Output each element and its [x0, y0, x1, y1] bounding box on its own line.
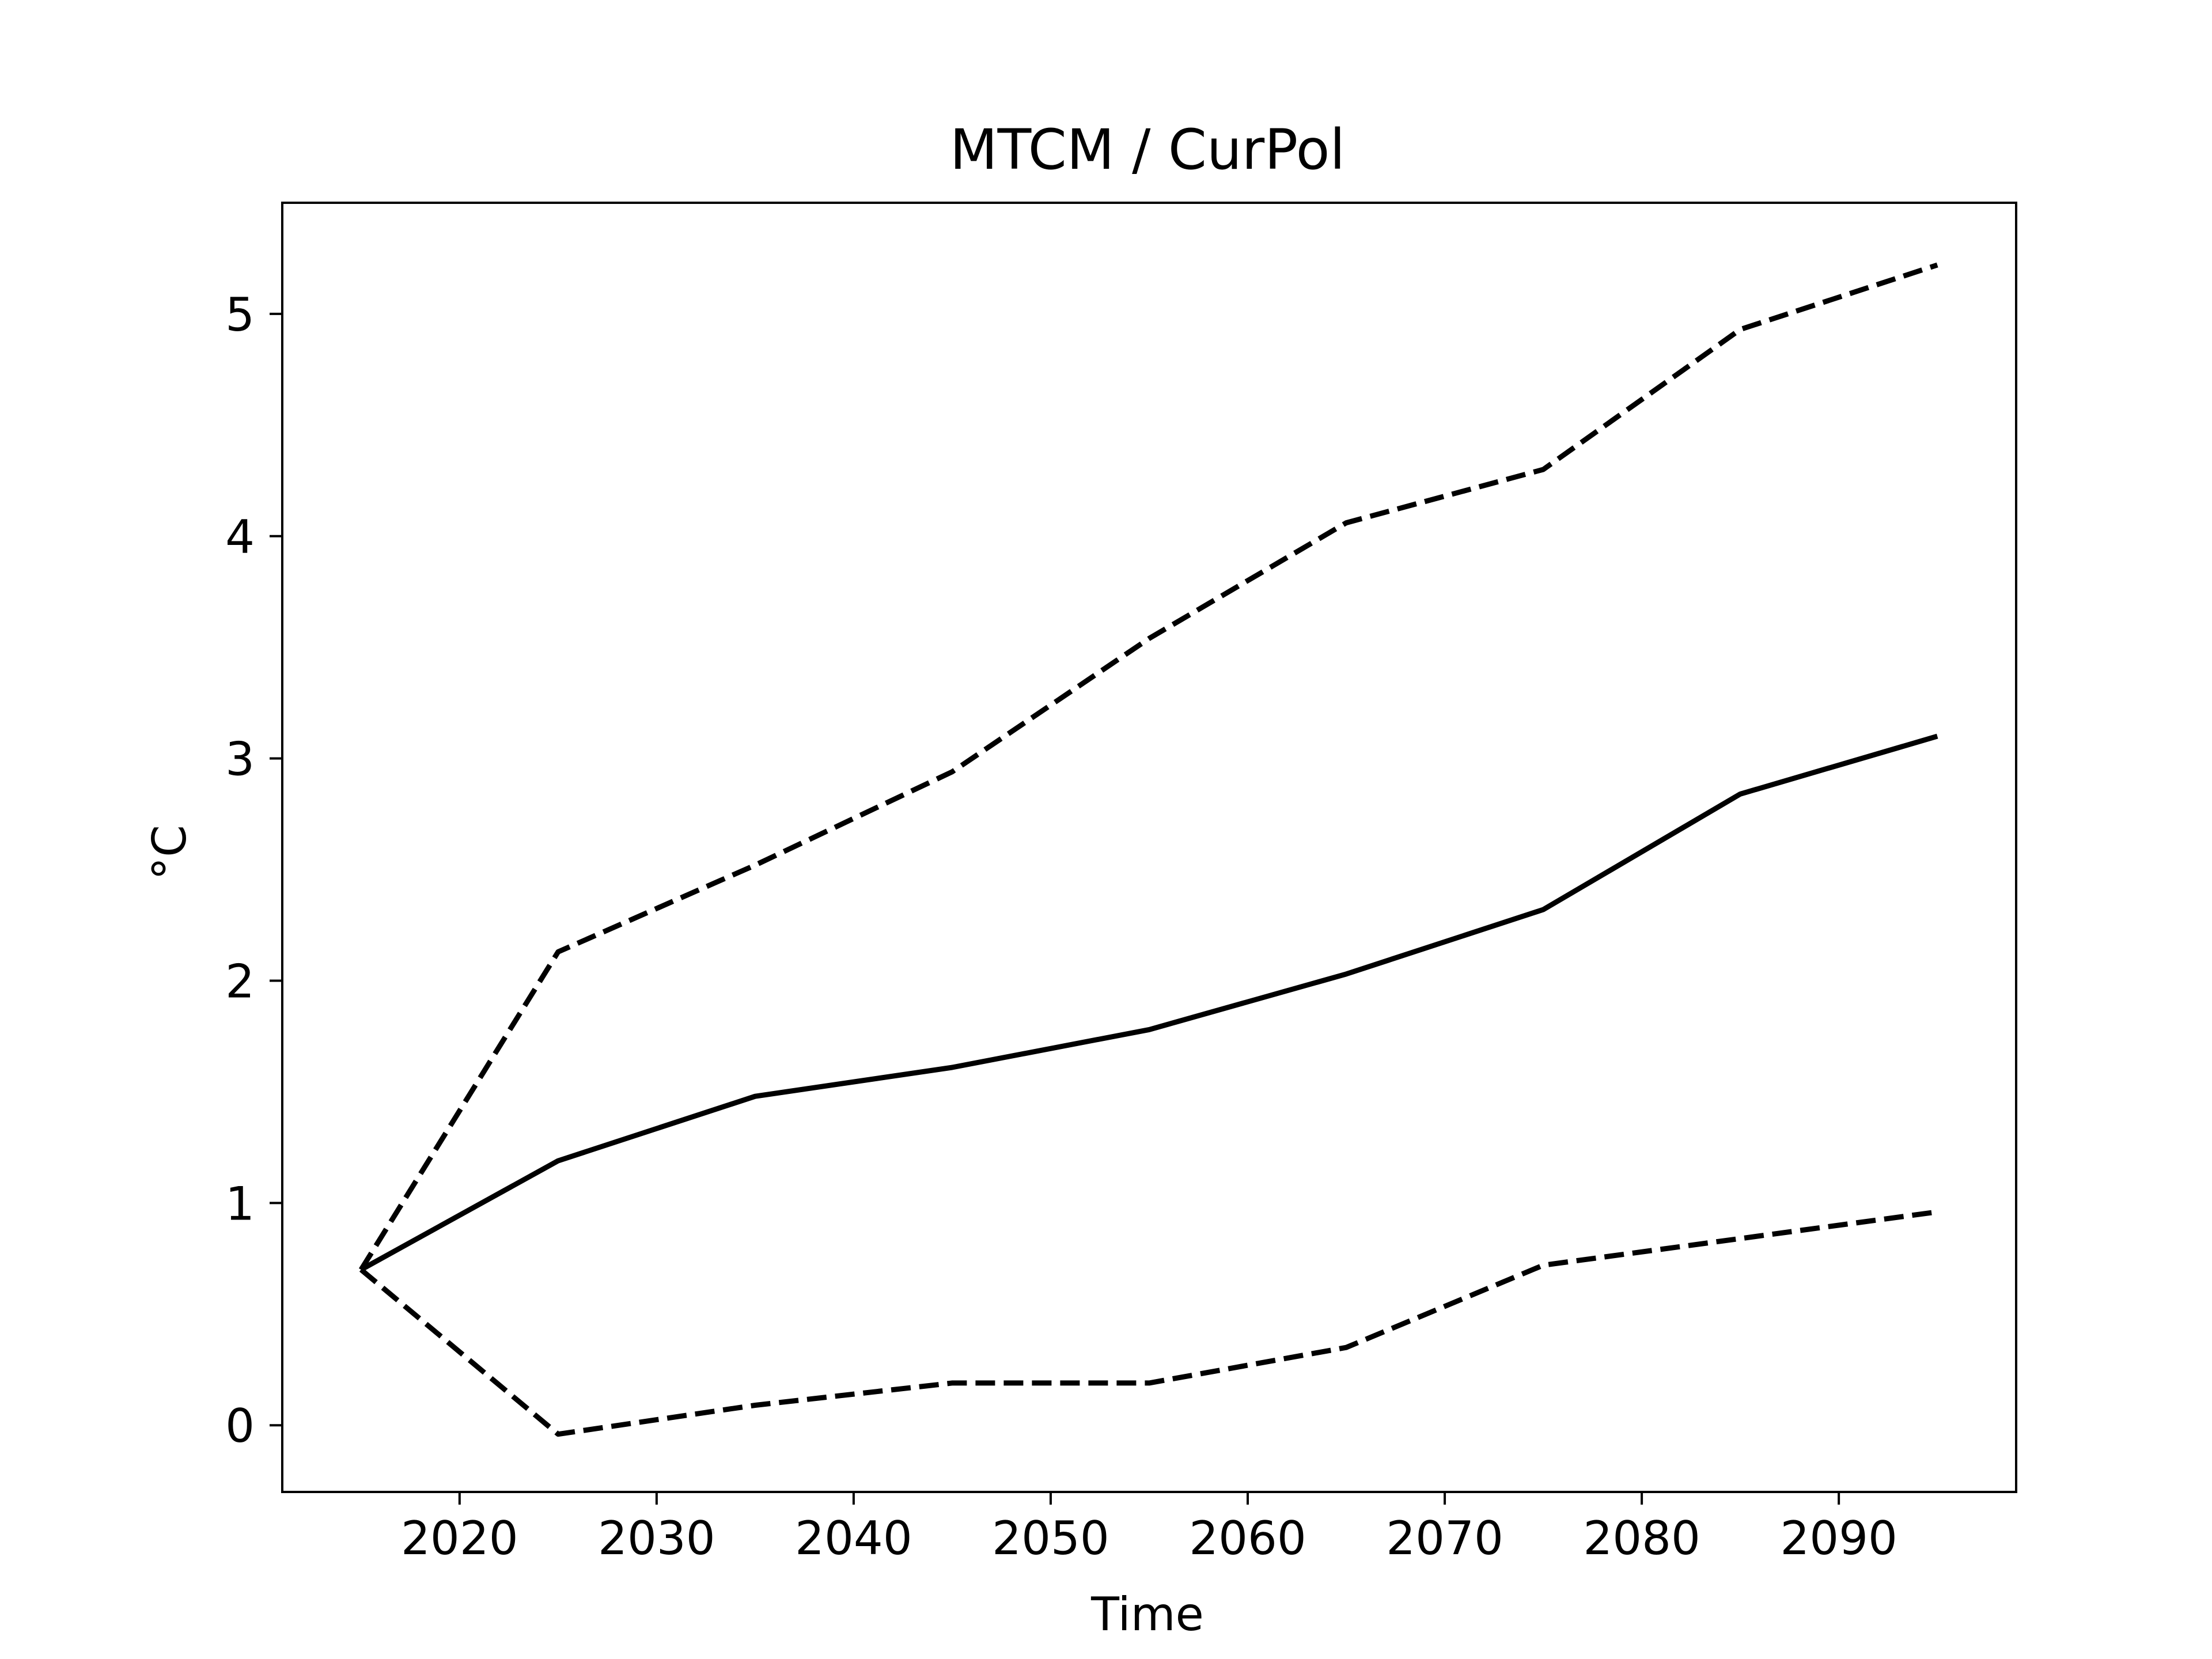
- x-tick-label: 2070: [1386, 1512, 1503, 1565]
- y-tick-label: 3: [225, 733, 255, 786]
- x-tick-label: 2060: [1189, 1512, 1306, 1565]
- x-axis: 2020 2030 2040 2050 2060 2070 2080 2090: [401, 1492, 1897, 1565]
- series-line-2: [358, 262, 1938, 1271]
- y-axis-label: °C: [143, 825, 196, 880]
- y-tick-label: 2: [225, 955, 255, 1009]
- series-line-3: [359, 1209, 1938, 1437]
- series-layer: [358, 262, 1938, 1437]
- y-tick-label: 1: [225, 1177, 255, 1230]
- x-tick-label: 2020: [401, 1512, 518, 1565]
- plot-frame: [281, 202, 2017, 1493]
- y-tick-label: 0: [225, 1399, 255, 1453]
- y-tick-label: 5: [225, 288, 255, 342]
- x-tick-label: 2030: [598, 1512, 715, 1565]
- x-tick-label: 2040: [795, 1512, 912, 1565]
- chart-title: MTCM / CurPol: [950, 118, 1345, 182]
- x-axis-label: Time: [1090, 1588, 1204, 1641]
- x-tick-label: 2090: [1780, 1512, 1897, 1565]
- x-tick-label: 2050: [992, 1512, 1109, 1565]
- y-tick-label: 4: [225, 510, 255, 564]
- y-axis: 0 1 2 3 4 5: [225, 288, 282, 1453]
- series-line-1: [359, 733, 1938, 1272]
- x-tick-label: 2080: [1583, 1512, 1700, 1565]
